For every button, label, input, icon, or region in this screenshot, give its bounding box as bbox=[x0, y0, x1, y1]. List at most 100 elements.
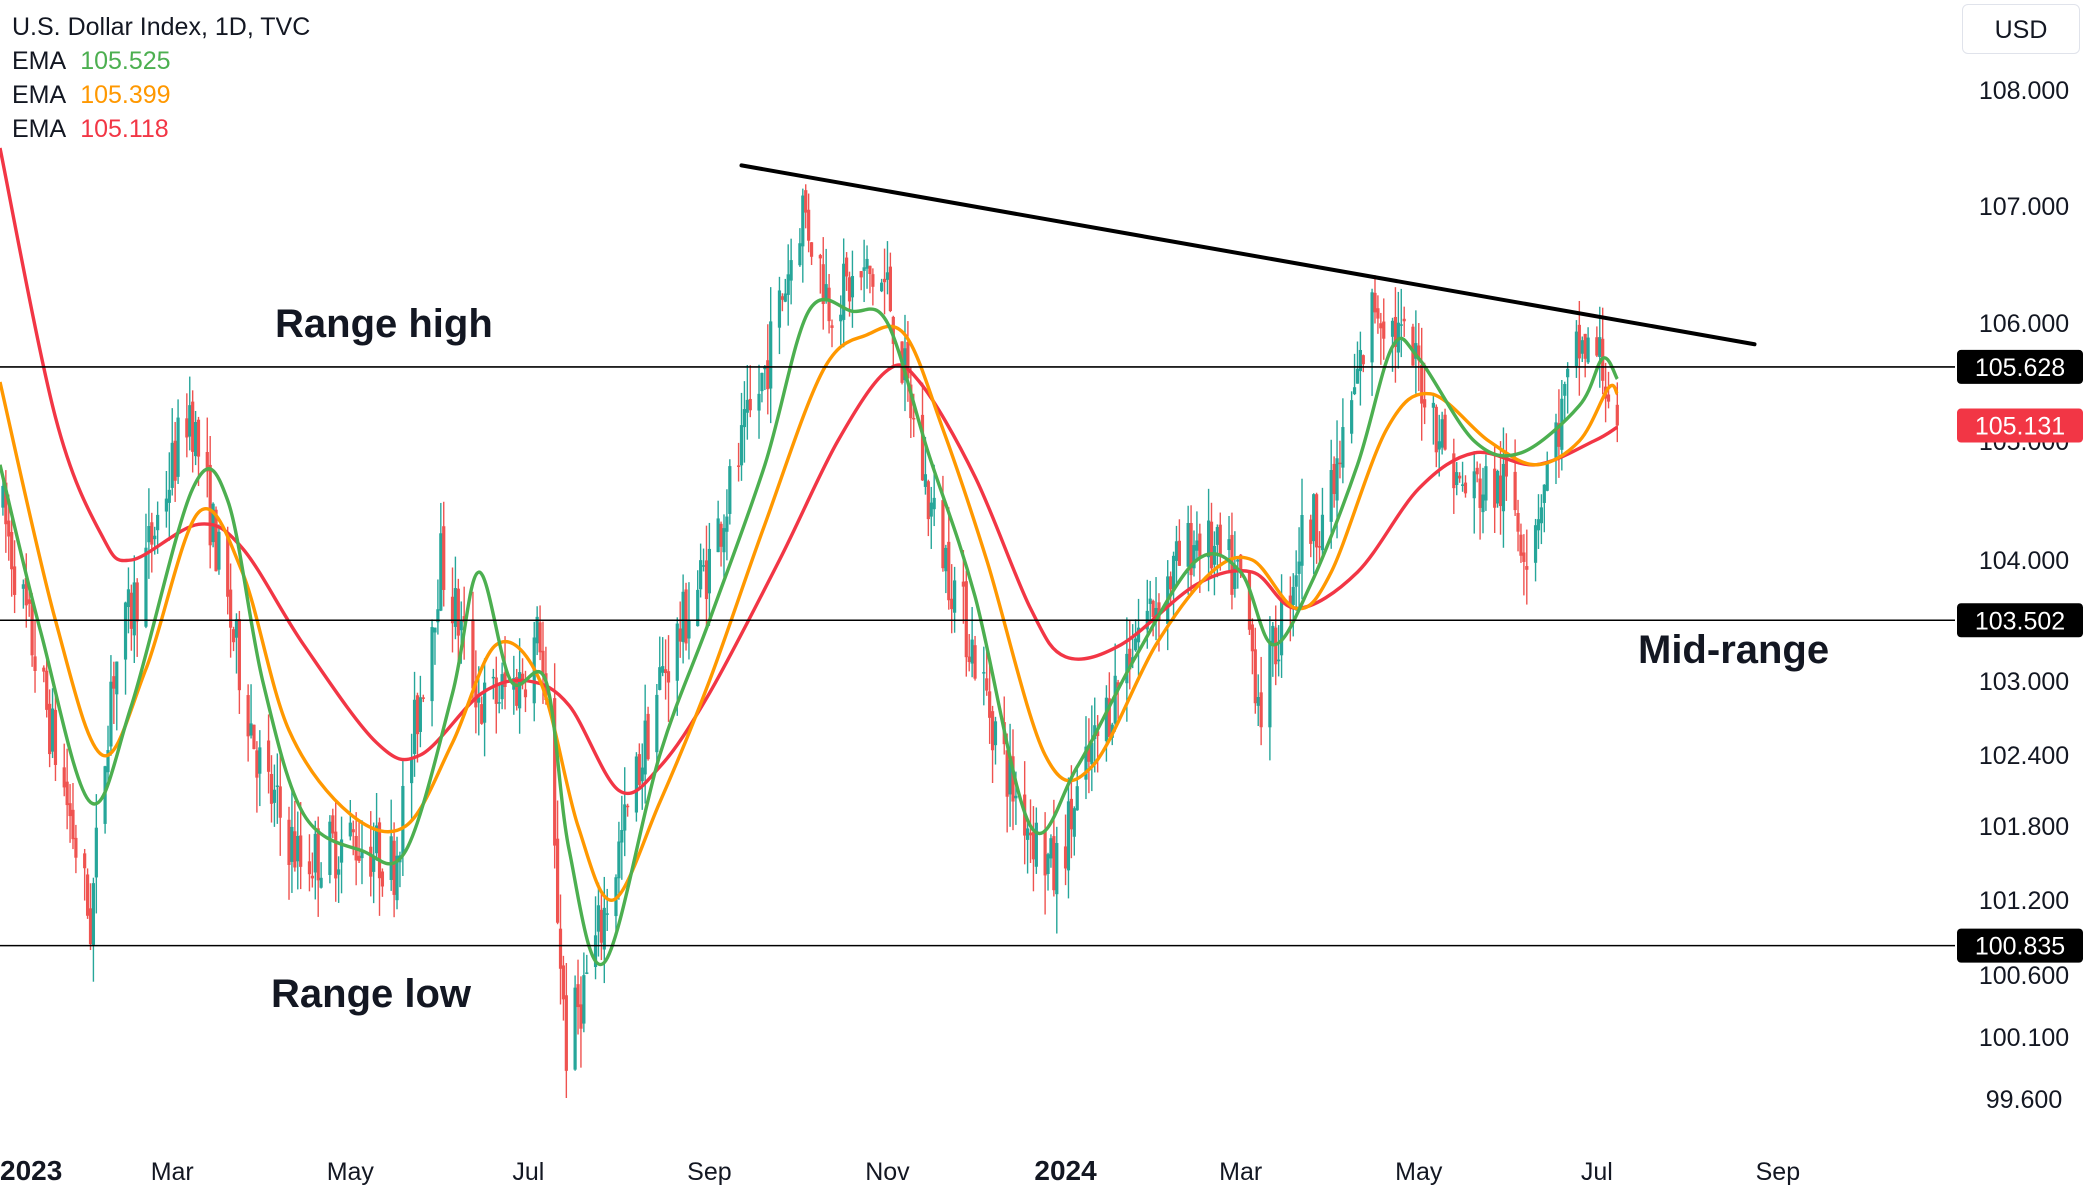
time-tick-label: Sep bbox=[1756, 1158, 1800, 1186]
candle bbox=[594, 896, 597, 979]
candle bbox=[1175, 526, 1178, 584]
candle bbox=[232, 627, 235, 651]
candle bbox=[1484, 455, 1487, 511]
candle bbox=[1481, 468, 1484, 533]
candle bbox=[1046, 853, 1049, 891]
candle bbox=[830, 320, 833, 348]
candle bbox=[1458, 472, 1461, 483]
ema-legend-fast[interactable]: EMA 105.525 bbox=[12, 44, 310, 78]
candle bbox=[994, 717, 997, 765]
candle bbox=[349, 800, 352, 840]
time-tick-label: Mar bbox=[1219, 1158, 1262, 1186]
candle bbox=[1076, 768, 1079, 811]
candle bbox=[585, 955, 588, 974]
candle bbox=[973, 636, 976, 681]
candle bbox=[1187, 506, 1190, 595]
candle bbox=[562, 956, 565, 1021]
currency-button[interactable]: USD bbox=[1962, 4, 2080, 54]
candle bbox=[646, 707, 649, 761]
candle bbox=[1192, 530, 1195, 576]
candle bbox=[1435, 404, 1438, 467]
candle bbox=[1400, 289, 1403, 357]
candle bbox=[1055, 827, 1058, 934]
candle bbox=[498, 682, 501, 713]
candle bbox=[483, 658, 486, 756]
time-tick-label: May bbox=[1395, 1158, 1443, 1186]
price-tick-label: 101.200 bbox=[1979, 887, 2069, 915]
candle bbox=[708, 523, 711, 626]
candle bbox=[217, 524, 220, 574]
candle bbox=[1137, 599, 1140, 676]
candle bbox=[1519, 524, 1522, 563]
candle bbox=[1581, 337, 1584, 363]
candle bbox=[702, 549, 705, 572]
candle bbox=[1452, 439, 1455, 514]
candle bbox=[430, 619, 433, 726]
candle bbox=[696, 570, 699, 626]
price-tick-label: 102.400 bbox=[1979, 742, 2069, 770]
candle bbox=[95, 794, 98, 913]
candle bbox=[1353, 354, 1356, 395]
candle bbox=[22, 580, 25, 609]
candle bbox=[524, 671, 527, 712]
candle bbox=[454, 557, 457, 640]
candle bbox=[1277, 625, 1280, 676]
candle bbox=[1189, 505, 1192, 592]
candle bbox=[889, 253, 892, 313]
candle bbox=[1376, 295, 1379, 334]
candle bbox=[565, 963, 568, 1098]
candle bbox=[1064, 815, 1067, 886]
candle bbox=[600, 892, 603, 960]
candle bbox=[781, 293, 784, 311]
price-tick-label: 100.100 bbox=[1979, 1024, 2069, 1052]
candle bbox=[249, 684, 252, 738]
candle bbox=[1411, 324, 1414, 366]
candle bbox=[749, 365, 752, 417]
range-low-label: Range low bbox=[271, 972, 471, 1017]
ema-legend-mid[interactable]: EMA 105.399 bbox=[12, 78, 310, 112]
candle bbox=[439, 503, 442, 611]
candle bbox=[1067, 777, 1070, 898]
price-tick-label: 104.000 bbox=[1979, 547, 2069, 575]
candle bbox=[827, 274, 830, 333]
candle bbox=[1546, 452, 1549, 492]
ema-legend-slow[interactable]: EMA 105.118 bbox=[12, 112, 310, 146]
candle bbox=[1008, 724, 1011, 827]
ema-mid-line[interactable] bbox=[0, 326, 1617, 900]
candle bbox=[559, 895, 562, 1005]
candle bbox=[209, 436, 212, 568]
candle bbox=[804, 184, 807, 228]
time-tick-label: Jul bbox=[512, 1158, 544, 1186]
time-tick-label: Sep bbox=[687, 1158, 731, 1186]
candle bbox=[42, 665, 45, 682]
candle bbox=[1154, 577, 1157, 640]
candle bbox=[308, 834, 311, 891]
candle bbox=[801, 189, 804, 283]
candle bbox=[1300, 479, 1303, 600]
candle bbox=[54, 696, 57, 781]
candle bbox=[682, 574, 685, 663]
candle bbox=[1464, 475, 1467, 497]
candle bbox=[258, 730, 261, 806]
time-tick-label: 2023 bbox=[0, 1155, 62, 1186]
candle bbox=[1356, 341, 1359, 383]
candle bbox=[1584, 334, 1587, 377]
price-tick-label: 103.000 bbox=[1979, 668, 2069, 696]
candle bbox=[1554, 414, 1557, 484]
candle bbox=[705, 526, 708, 627]
candle bbox=[1280, 574, 1283, 678]
candle bbox=[1049, 834, 1052, 867]
candle bbox=[1257, 674, 1260, 726]
ema-value: 105.525 bbox=[80, 47, 170, 75]
candle bbox=[1420, 328, 1423, 441]
candle bbox=[699, 544, 702, 598]
candle bbox=[845, 252, 848, 291]
candle bbox=[658, 637, 661, 691]
candle bbox=[953, 567, 956, 633]
candle bbox=[536, 606, 539, 655]
candle bbox=[1534, 519, 1537, 581]
time-axis[interactable]: 2023 Mar May Jul Sep Nov 2024 Mar May Jul Sep bbox=[0, 1155, 1800, 1186]
candle bbox=[33, 620, 36, 693]
candle bbox=[10, 518, 13, 597]
candle bbox=[871, 268, 874, 305]
